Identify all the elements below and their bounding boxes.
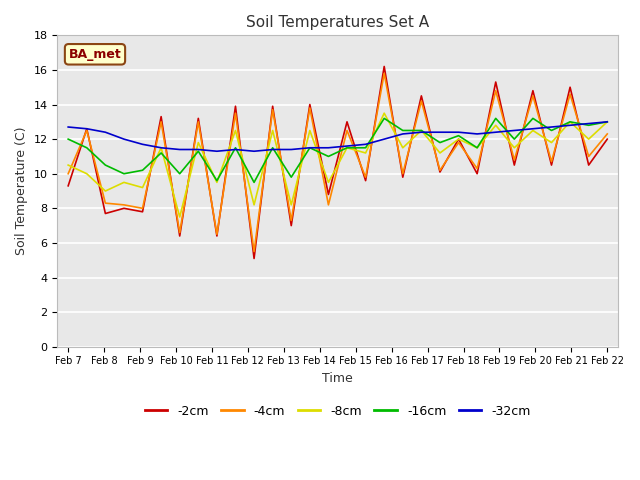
Text: BA_met: BA_met xyxy=(68,48,122,61)
X-axis label: Time: Time xyxy=(323,372,353,385)
Y-axis label: Soil Temperature (C): Soil Temperature (C) xyxy=(15,127,28,255)
Title: Soil Temperatures Set A: Soil Temperatures Set A xyxy=(246,15,429,30)
Legend: -2cm, -4cm, -8cm, -16cm, -32cm: -2cm, -4cm, -8cm, -16cm, -32cm xyxy=(140,400,536,423)
